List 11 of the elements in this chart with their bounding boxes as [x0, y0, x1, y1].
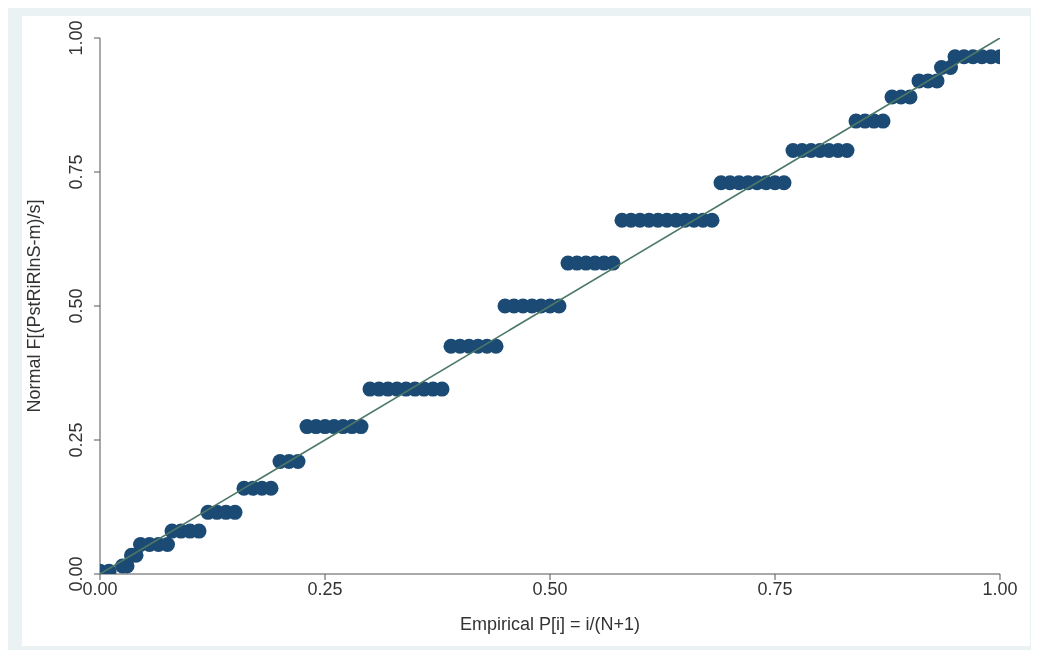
x-tick-label: 0.50 [532, 578, 568, 599]
x-tick-label: 0.75 [757, 578, 793, 599]
y-tick-label: 0.75 [66, 154, 86, 190]
x-tick-label: 0.00 [82, 578, 118, 599]
x-tick-label: 0.25 [307, 578, 343, 599]
y-tick-label: 1.00 [66, 20, 86, 56]
y-axis-title: Normal F[(PstRiRlnS-m)/s] [24, 199, 45, 413]
y-tick-label: 0.50 [66, 288, 86, 324]
x-axis-title: Empirical P[i] = i/(N+1) [459, 614, 641, 634]
x-tick-label: 1.00 [982, 578, 1018, 599]
y-tick-label: 0.25 [66, 422, 86, 458]
